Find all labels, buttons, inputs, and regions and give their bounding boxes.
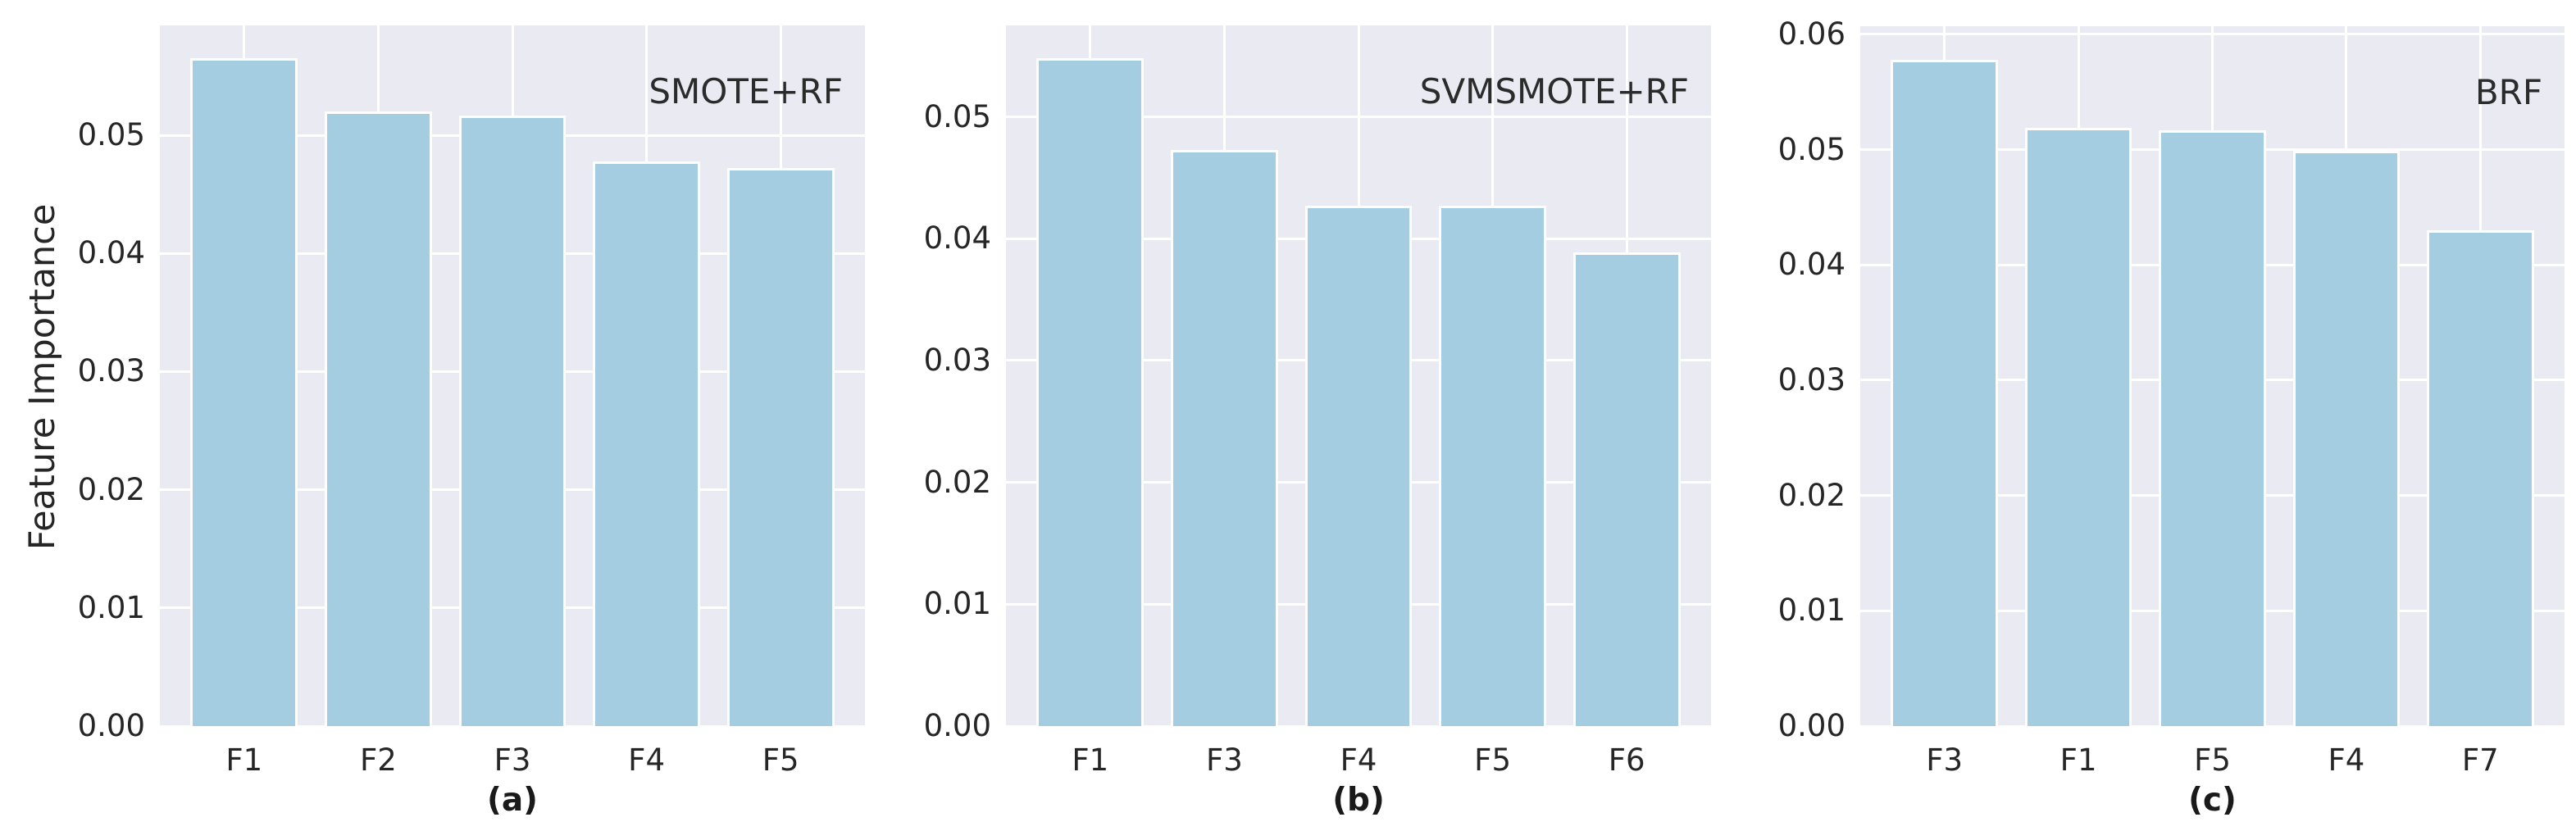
- y-axis-label: Feature Importance: [22, 203, 63, 551]
- panel-a-annotation: SMOTE+RF: [649, 71, 843, 111]
- panel-a-plot-area: [160, 25, 865, 726]
- panel-a-ytick-label: 0.01: [77, 589, 145, 625]
- bar-a-F3: [458, 115, 567, 726]
- bar-b-F6: [1572, 252, 1681, 726]
- panel-b-xtick-label: F1: [1072, 742, 1109, 778]
- panel-c-caption: (c): [2188, 782, 2237, 819]
- bar-c-F7: [2426, 230, 2534, 726]
- bar-b-F5: [1439, 206, 1547, 726]
- panel-c-xtick-label: F7: [2461, 742, 2499, 778]
- panel-a-xtick-label: F3: [494, 742, 531, 778]
- panel-b-xtick-label: F6: [1608, 742, 1645, 778]
- panel-a-xtick-label: F4: [628, 742, 666, 778]
- bar-c-F1: [2024, 127, 2132, 726]
- bar-b-F1: [1036, 58, 1145, 726]
- bar-c-F5: [2159, 129, 2266, 726]
- panel-b-xtick-label: F3: [1205, 742, 1243, 778]
- panel-b-ytick-label: 0.05: [923, 98, 991, 134]
- panel-b-xtick-label: F4: [1340, 742, 1377, 778]
- panel-a-ytick-label: 0.05: [77, 117, 145, 153]
- panel-b-plot-area: [1006, 25, 1711, 726]
- panel-c-ytick-label: 0.01: [1777, 593, 1846, 629]
- panel-c-xtick-label: F3: [1926, 742, 1964, 778]
- panel-b-ytick-label: 0.02: [923, 464, 991, 500]
- panel-b-annotation: SVMSMOTE+RF: [1419, 71, 1689, 111]
- bar-b-F4: [1304, 206, 1413, 726]
- bar-c-F3: [1891, 59, 1999, 726]
- panel-c-xtick-label: F5: [2194, 742, 2231, 778]
- bar-a-F4: [593, 161, 701, 726]
- panel-a-xtick-label: F2: [359, 742, 397, 778]
- panel-c-ytick-label: 0.00: [1777, 708, 1846, 743]
- panel-c-xtick-label: F4: [2328, 742, 2365, 778]
- panel-b-caption: (b): [1332, 782, 1385, 819]
- panel-a-xtick-label: F1: [225, 742, 263, 778]
- bar-a-F2: [324, 111, 432, 726]
- bar-a-F5: [726, 168, 835, 726]
- panel-c-xtick-label: F1: [2059, 742, 2097, 778]
- panel-a-ytick-label: 0.02: [77, 471, 145, 507]
- panel-b-ytick-label: 0.03: [923, 342, 991, 378]
- bar-a-F1: [190, 58, 298, 726]
- panel-c-ytick-label: 0.04: [1777, 247, 1846, 283]
- panel-b-ytick-label: 0.04: [923, 220, 991, 257]
- panel-a-ytick-label: 0.00: [77, 708, 145, 743]
- panel-a-caption: (a): [487, 782, 538, 819]
- panel-c-ytick-label: 0.02: [1777, 477, 1846, 513]
- panel-a-ytick-label: 0.03: [77, 353, 145, 389]
- panel-c-plot-area: [1860, 26, 2565, 726]
- panel-b-ytick-label: 0.01: [923, 586, 991, 622]
- panel-c-ytick-label: 0.03: [1777, 361, 1846, 397]
- panel-c-annotation: BRF: [2474, 72, 2542, 112]
- panel-c-ytick-label: 0.06: [1777, 16, 1846, 52]
- panel-c-ytick-label: 0.05: [1777, 131, 1846, 167]
- panel-a-xtick-label: F5: [762, 742, 799, 778]
- bar-b-F3: [1170, 149, 1278, 726]
- panel-b-xtick-label: F5: [1474, 742, 1512, 778]
- bar-c-F4: [2292, 150, 2401, 726]
- panel-a-ytick-label: 0.04: [77, 235, 145, 271]
- panel-b-ytick-label: 0.00: [923, 708, 991, 743]
